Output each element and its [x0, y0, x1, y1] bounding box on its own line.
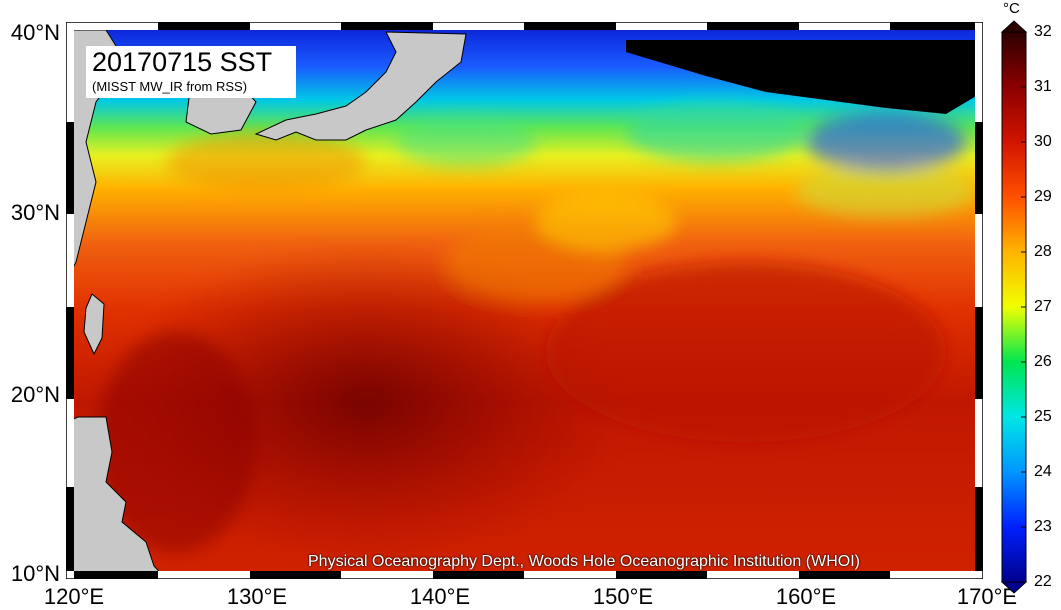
lon-label-120: 120°E — [43, 584, 105, 609]
colorbar-label: 24 — [1034, 463, 1052, 480]
lon-label-130: 130°E — [226, 584, 288, 609]
colorbar-max-arrow — [1000, 20, 1028, 33]
colorbar-label: 26 — [1034, 353, 1052, 370]
colorbar-min-arrow — [1000, 581, 1028, 594]
colorbar — [1000, 20, 1028, 594]
lat-label-20: 20°N — [10, 382, 60, 407]
colorbar-label: 30 — [1034, 133, 1052, 150]
lon-label-140: 140°E — [409, 584, 471, 609]
sst-map-canvas — [65, 21, 984, 580]
map-subtitle: (MISST MW_IR from RSS) — [92, 79, 248, 94]
sst-map — [65, 21, 984, 580]
lat-label-30: 30°N — [10, 200, 60, 225]
colorbar-label: 25 — [1034, 408, 1052, 425]
lat-label-40: 40°N — [10, 20, 60, 45]
colorbar-label: 29 — [1034, 188, 1052, 205]
lat-label-10: 10°N — [10, 561, 60, 586]
no-data-area — [626, 40, 983, 114]
lon-label-170: 170°E — [956, 584, 1018, 609]
colorbar-label: 28 — [1034, 243, 1052, 260]
lon-label-150: 150°E — [592, 584, 654, 609]
colorbar-label: 31 — [1034, 78, 1052, 95]
map-title: 20170715 SST — [92, 47, 273, 77]
colorbar-label: 27 — [1034, 298, 1052, 315]
colorbar-unit: °C — [1003, 0, 1020, 17]
credit-text: Physical Oceanography Dept., Woods Hole … — [308, 553, 860, 570]
warm-sst-patches — [96, 102, 976, 562]
colorbar-label: 23 — [1034, 518, 1052, 535]
lon-label-160: 160°E — [775, 584, 837, 609]
colorbar-label: 22 — [1034, 573, 1052, 590]
title-box — [86, 46, 296, 98]
colorbar-label: 32 — [1034, 23, 1052, 40]
